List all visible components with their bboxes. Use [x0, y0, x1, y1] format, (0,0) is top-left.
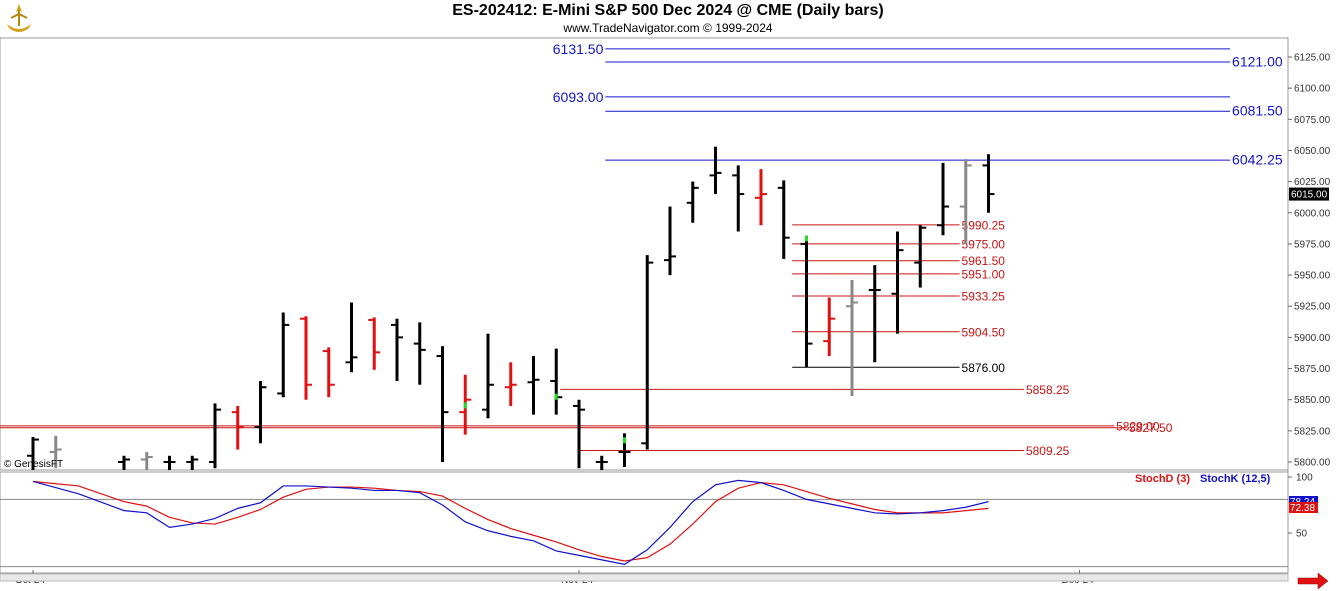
ohlc-bar[interactable]: [686, 181, 699, 223]
stoch-last-values: 78.24 72.38: [1289, 496, 1318, 514]
level-label-5961.50: 5961.50: [962, 254, 1006, 268]
ohlc-bar[interactable]: [300, 316, 312, 400]
stoch-legend: StochD (3) StochK (12,5): [1135, 473, 1271, 485]
price-tick-label: 6125.00: [1294, 53, 1331, 64]
level-label-6093.00: 6093.00: [553, 89, 604, 105]
ohlc-bar[interactable]: [413, 322, 426, 385]
ohlc-bar[interactable]: [186, 455, 199, 475]
stoch-tick-label: 50: [1296, 529, 1308, 540]
price-tick-label: 5925.00: [1294, 302, 1331, 313]
level-label-6081.50: 6081.50: [1232, 103, 1283, 119]
level-label-5933.25: 5933.25: [962, 289, 1006, 303]
ohlc-bar[interactable]: [254, 381, 267, 444]
ohlc-bar[interactable]: [709, 146, 722, 195]
ohlc-bar[interactable]: [550, 348, 563, 415]
ohlc-bar[interactable]: [482, 333, 494, 419]
stochd-last-label: 72.38: [1290, 503, 1315, 514]
level-label-5951.00: 5951.00: [962, 267, 1006, 281]
level-label-6042.25: 6042.25: [1232, 152, 1283, 168]
level-label-5904.50: 5904.50: [962, 325, 1006, 339]
chart-subtitle: www.TradeNavigator.com © 1999-2024: [563, 21, 773, 35]
stoch-series-stoch_d[interactable]: [32, 480, 989, 562]
price-tick-label: 5825.00: [1294, 426, 1331, 437]
ohlc-bar[interactable]: [937, 162, 949, 236]
level-label-5829.00: 5829.00: [1116, 419, 1160, 433]
ohlc-bar[interactable]: [49, 435, 62, 469]
price-tick-label: 5900.00: [1294, 333, 1331, 344]
price-tick-label: 5950.00: [1294, 271, 1331, 282]
price-tick-label: 5975.00: [1294, 239, 1331, 250]
ohlc-bar[interactable]: [345, 302, 358, 373]
ohlc-bar[interactable]: [391, 318, 403, 381]
last-price-box: 6015.00: [1289, 187, 1329, 201]
tradenavigator-logo-icon: [7, 4, 31, 32]
ohlc-bar[interactable]: [436, 346, 449, 462]
ohlc-bar[interactable]: [573, 399, 585, 469]
price-tick-label: 6000.00: [1294, 208, 1331, 219]
ohlc-bar[interactable]: [755, 169, 767, 226]
horizontal-scrollbar[interactable]: [0, 573, 1289, 582]
ohlc-bar[interactable]: [732, 165, 745, 232]
level-label-5975.00: 5975.00: [962, 237, 1006, 251]
level-label-5827.50: 5827.50: [1129, 421, 1173, 435]
ohlc-bar[interactable]: [140, 452, 153, 474]
ohlc-bar[interactable]: [27, 437, 39, 474]
ohlc-bar[interactable]: [982, 154, 995, 213]
ohlc-bar[interactable]: [800, 240, 813, 368]
level-label-5858.25: 5858.25: [1026, 383, 1070, 397]
price-panel[interactable]: [0, 37, 1289, 471]
ohlc-bar[interactable]: [959, 159, 972, 244]
ohlc-bar[interactable]: [209, 403, 221, 469]
level-label-6121.00: 6121.00: [1232, 53, 1283, 69]
ohlc-bar[interactable]: [641, 255, 654, 450]
level-label-6131.50: 6131.50: [553, 41, 604, 57]
ohlc-bar[interactable]: [891, 231, 904, 334]
ohlc-bar[interactable]: [595, 455, 608, 475]
ohlc-bar[interactable]: [322, 347, 335, 398]
legend-stochk: StochK (12,5): [1200, 473, 1271, 485]
price-tick-label: 6050.00: [1294, 146, 1331, 157]
price-tick-label: 6100.00: [1294, 84, 1331, 95]
genesisft-watermark: © GenesisFT: [4, 459, 63, 470]
ohlc-bar[interactable]: [823, 297, 836, 357]
ohlc-bar[interactable]: [777, 180, 790, 259]
ohlc-bar[interactable]: [163, 455, 176, 475]
level-label-5876.00: 5876.00: [962, 361, 1006, 375]
ohlc-bar[interactable]: [846, 280, 858, 396]
price-tick-label: 5875.00: [1294, 364, 1331, 375]
ohlc-bar[interactable]: [527, 356, 540, 415]
scroll-right-arrow-icon[interactable]: [1297, 572, 1329, 590]
price-tick-label: 5800.00: [1294, 458, 1331, 469]
last-price-label: 6015.00: [1291, 190, 1328, 201]
price-tick-label: 6025.00: [1294, 177, 1331, 188]
ohlc-bar[interactable]: [504, 362, 517, 406]
level-label-5809.25: 5809.25: [1026, 444, 1070, 458]
legend-stochd: StochD (3): [1135, 473, 1190, 485]
ohlc-bar[interactable]: [118, 455, 130, 475]
stoch-tick-label: 100: [1296, 473, 1313, 484]
ohlc-bar[interactable]: [277, 312, 290, 398]
price-tick-label: 5850.00: [1294, 395, 1331, 406]
level-label-5990.25: 5990.25: [962, 218, 1006, 232]
price-tick-label: 6075.00: [1294, 115, 1331, 126]
chart-header: ES-202412: E-Mini S&P 500 Dec 2024 @ CME…: [0, 0, 1336, 38]
ohlc-bar[interactable]: [368, 317, 381, 370]
ohlc-bar[interactable]: [868, 265, 881, 363]
ohlc-bar[interactable]: [664, 206, 676, 276]
stoch-series-stoch_k[interactable]: [32, 479, 989, 565]
ohlc-bar[interactable]: [231, 405, 244, 450]
chart-title: ES-202412: E-Mini S&P 500 Dec 2024 @ CME…: [452, 2, 884, 19]
ohlc-bar[interactable]: [914, 225, 927, 288]
